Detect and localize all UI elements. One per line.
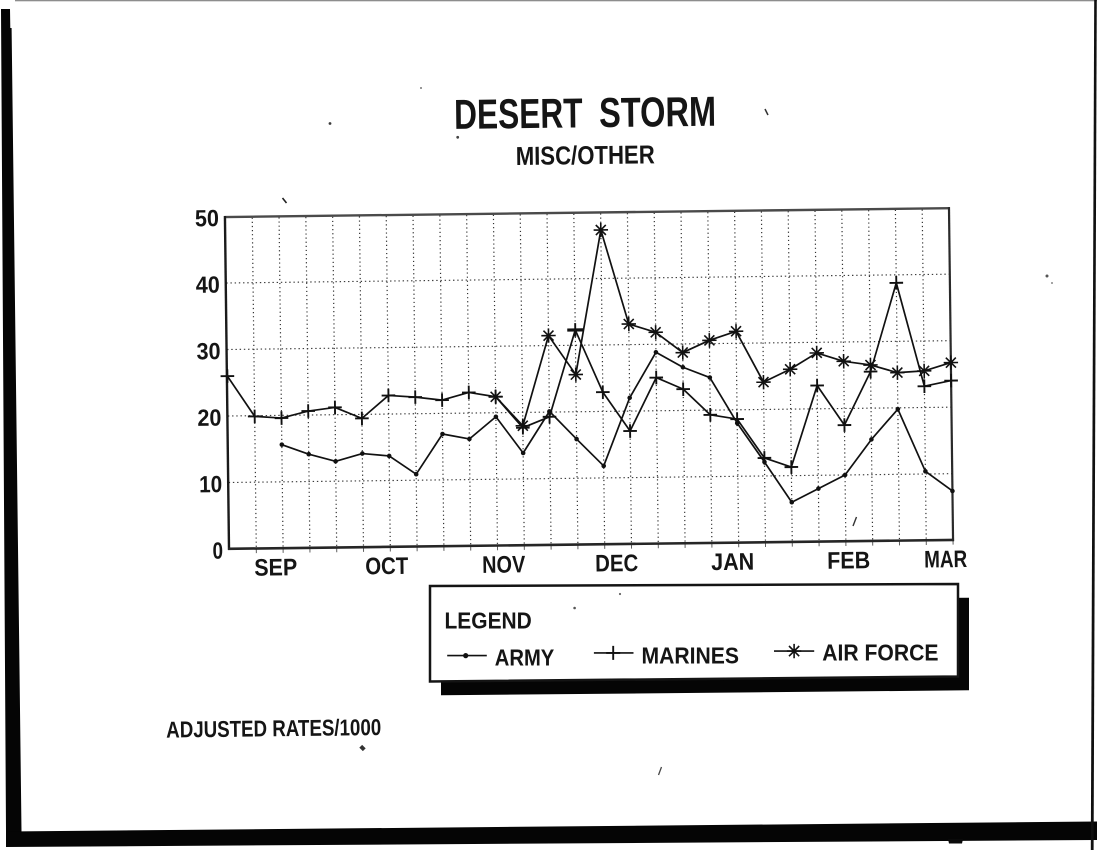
svg-text:50: 50 xyxy=(195,205,219,231)
svg-text:AIR FORCE: AIR FORCE xyxy=(822,639,938,665)
svg-text:STORM: STORM xyxy=(599,88,717,136)
svg-text:NOV: NOV xyxy=(482,551,525,579)
svg-text:OCT: OCT xyxy=(365,553,409,581)
svg-text:ADJUSTED RATES/1000: ADJUSTED RATES/1000 xyxy=(166,714,381,743)
svg-text:0: 0 xyxy=(212,538,223,564)
svg-text:MAR: MAR xyxy=(924,546,967,574)
svg-text:SEP: SEP xyxy=(254,554,297,582)
svg-text:10: 10 xyxy=(199,471,222,497)
svg-text:MISC/OTHER: MISC/OTHER xyxy=(516,139,656,171)
svg-text:ARMY: ARMY xyxy=(495,645,555,671)
svg-text:20: 20 xyxy=(197,405,221,431)
svg-text:DESERT: DESERT xyxy=(454,89,583,138)
svg-text:FEB: FEB xyxy=(827,547,870,575)
svg-text:LEGEND: LEGEND xyxy=(445,608,532,634)
svg-text:JAN: JAN xyxy=(711,549,754,577)
svg-text:40: 40 xyxy=(196,272,220,298)
svg-text:MARINES: MARINES xyxy=(642,642,740,668)
svg-text:DEC: DEC xyxy=(595,550,638,578)
svg-text:30: 30 xyxy=(196,338,220,364)
